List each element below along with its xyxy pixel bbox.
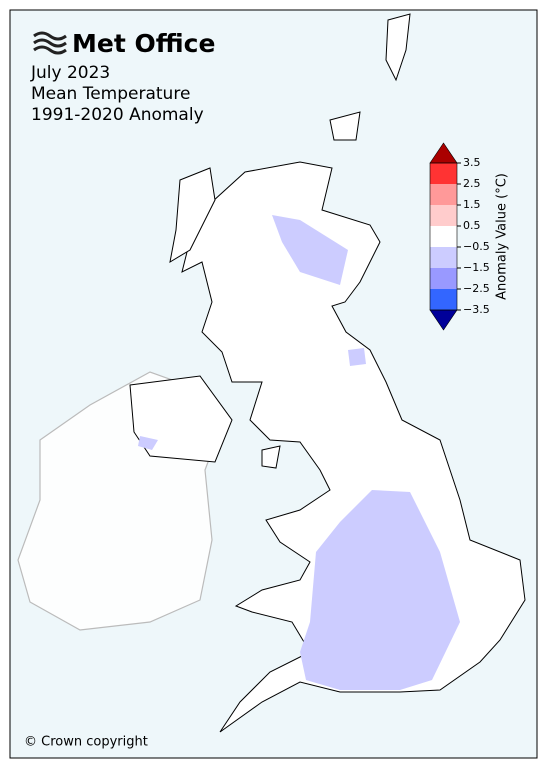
colorbar: 3.5 2.5 1.5 0.5 −0.5 −1.5 −2.5 −3.5 Anomaly Valu… [429, 142, 510, 331]
anomaly-patch [138, 436, 158, 450]
colorbar-tick-label: −2.5 [463, 282, 490, 295]
colorbar-segment [430, 268, 457, 289]
shetland [385, 13, 411, 82]
colorbar-segment [430, 163, 457, 184]
colorbar-segment [430, 205, 457, 226]
colorbar-tick-label: −1.5 [463, 261, 490, 274]
title-line: 1991-2020 Anomaly [31, 105, 204, 125]
title-line: Mean Temperature [31, 84, 190, 104]
colorbar-tick-label: 3.5 [463, 156, 481, 169]
colorbar-tick-label: −3.5 [463, 303, 490, 316]
colorbar-segment [430, 226, 457, 247]
colorbar-segment [430, 289, 457, 310]
logo-text: Met Office [72, 29, 215, 58]
colorbar-outline [429, 162, 458, 311]
colorbar-tick-label: −0.5 [463, 240, 490, 253]
hebrides [169, 167, 216, 264]
orkney [329, 111, 361, 141]
colorbar-segment [430, 247, 457, 268]
colorbar-segment [430, 184, 457, 205]
title-line: July 2023 [30, 63, 110, 83]
copyright: © Crown copyright [24, 735, 148, 750]
isle-of-man [261, 445, 281, 469]
colorbar-tick-label: 2.5 [463, 177, 481, 190]
logo-mark [33, 31, 67, 55]
colorbar-tick-label: 0.5 [463, 219, 481, 232]
anomaly-patch [272, 215, 348, 285]
anomaly-patch [300, 490, 460, 690]
colorbar-tick-label: 1.5 [463, 198, 481, 211]
anomaly-patch [348, 348, 366, 366]
colorbar-label: Anomaly Value (°C) [495, 173, 510, 300]
